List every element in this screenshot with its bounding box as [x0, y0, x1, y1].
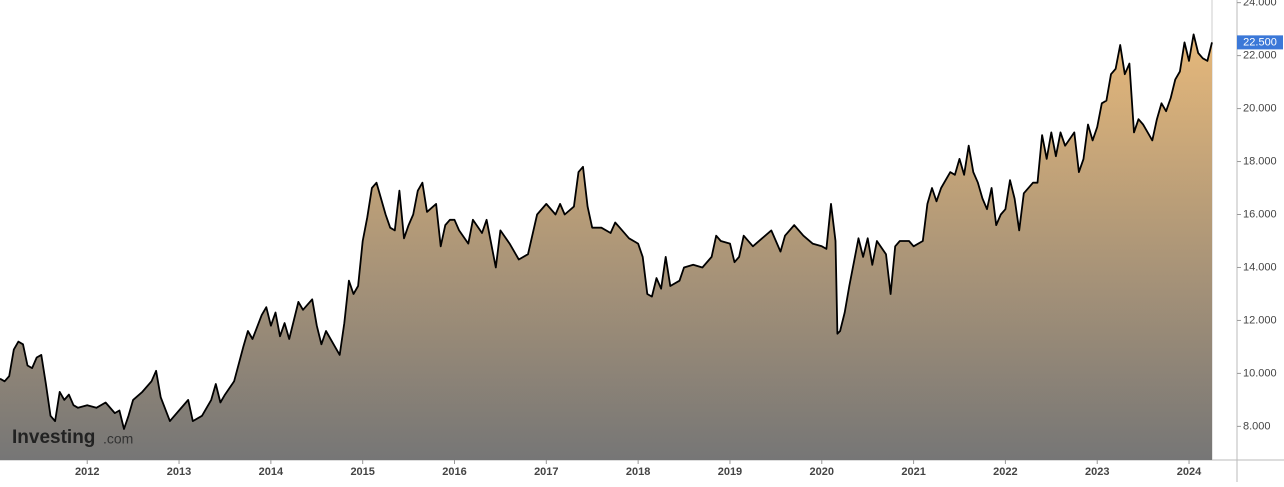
- x-tick-label: 2021: [901, 466, 925, 478]
- y-tick-label: 20.000: [1243, 102, 1277, 114]
- area-fill: [0, 34, 1212, 461]
- x-tick-label: 2019: [718, 466, 742, 478]
- watermark-brand: Investing: [12, 427, 95, 448]
- y-tick-label: 18.000: [1243, 155, 1277, 167]
- y-tick-label: 24.000: [1243, 0, 1277, 9]
- x-tick-label: 2023: [1085, 466, 1109, 478]
- y-tick-label: 22.000: [1243, 50, 1277, 62]
- x-tick-label: 2018: [626, 466, 650, 478]
- x-tick-label: 2017: [534, 466, 558, 478]
- y-tick-label: 14.000: [1243, 261, 1277, 273]
- x-tick-label: 2015: [350, 466, 374, 478]
- y-tick-label: 12.000: [1243, 314, 1277, 326]
- x-tick-label: 2024: [1177, 466, 1202, 478]
- y-tick-label: 16.000: [1243, 208, 1277, 220]
- x-tick-label: 2014: [259, 466, 284, 478]
- watermark-suffix: .com: [103, 431, 133, 447]
- x-tick-label: 2012: [75, 466, 99, 478]
- x-tick-label: 2013: [167, 466, 191, 478]
- current-price-box: [1237, 35, 1283, 50]
- x-tick-label: 2020: [810, 466, 834, 478]
- x-tick-label: 2016: [442, 466, 466, 478]
- x-tick-label: 2022: [993, 466, 1017, 478]
- current-price-label: 22.500: [1243, 36, 1277, 48]
- y-tick-label: 10.000: [1243, 367, 1277, 379]
- price-line: [0, 33, 1213, 430]
- y-tick-label: 8.000: [1243, 420, 1271, 432]
